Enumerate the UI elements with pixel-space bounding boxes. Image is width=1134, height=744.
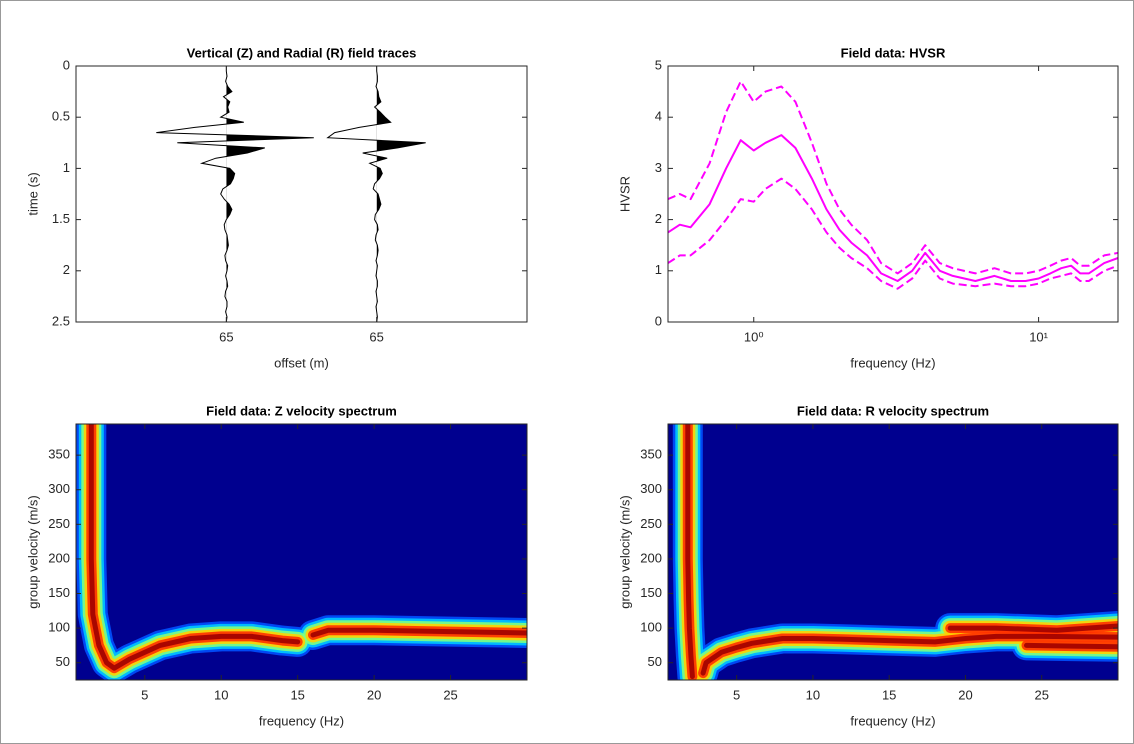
hvsr-line [668,177,1118,290]
x-tick-label: 10⁰ [744,329,764,344]
y-tick-label: 0 [655,313,662,328]
y-tick-label: 4 [655,109,662,124]
x-tick-label: 65 [369,329,383,344]
y-tick-label: 50 [56,654,70,669]
axes-box [75,65,528,323]
x-axis-label: frequency (Hz) [850,713,935,728]
y-tick-label: 100 [640,620,662,635]
chart-title: Vertical (Z) and Radial (R) field traces [187,45,417,60]
y-axis-label: group velocity (m/s) [617,495,632,608]
spectrum-ridge [685,424,695,679]
x-tick-label: 15 [290,687,304,702]
y-tick-label: 300 [640,481,662,496]
x-tick-label: 5 [141,687,148,702]
axes-box [667,65,1119,323]
x-tick-label: 25 [1034,687,1048,702]
y-tick-label: 2 [63,262,70,277]
y-axis-label: group velocity (m/s) [25,495,40,608]
hvsr-line [668,134,1118,282]
y-axis-label: HVSR [617,176,632,212]
y-tick-label: 50 [648,654,662,669]
y-tick-label: 0 [63,57,70,72]
wiggle-trace [156,66,314,322]
x-tick-label: 20 [958,687,972,702]
axes-box [667,423,1119,681]
plot-area [668,80,1118,290]
y-tick-label: 150 [48,585,70,600]
x-axis-label: frequency (Hz) [259,713,344,728]
wiggle-trace [326,66,426,322]
y-tick-label: 1.5 [52,211,70,226]
spectrum-ridge [947,623,1118,633]
y-tick-label: 150 [640,585,662,600]
spectrum-ridge [700,633,1118,676]
x-tick-label: 10¹ [1029,329,1048,344]
y-tick-label: 250 [48,516,70,531]
chart-title: Field data: HVSR [841,45,946,60]
spectrum-ridge [310,627,527,638]
x-tick-label: 15 [882,687,896,702]
y-tick-label: 200 [48,550,70,565]
x-tick-label: 65 [219,329,233,344]
y-tick-label: 250 [640,516,662,531]
y-tick-label: 0.5 [52,109,70,124]
y-tick-label: 3 [655,160,662,175]
y-tick-label: 1 [63,160,70,175]
chart-title: Field data: R velocity spectrum [797,403,989,418]
y-tick-label: 2 [655,211,662,226]
plot-area [156,66,426,322]
x-tick-label: 10 [806,687,820,702]
y-tick-label: 350 [640,447,662,462]
y-tick-label: 2.5 [52,313,70,328]
plot-area [76,424,527,680]
x-tick-label: 5 [733,687,740,702]
x-axis-label: frequency (Hz) [850,355,935,370]
y-tick-label: 350 [48,447,70,462]
x-axis-label: offset (m) [274,355,329,370]
y-tick-label: 300 [48,481,70,496]
plot-area [668,424,1118,680]
x-tick-label: 20 [367,687,381,702]
hvsr-line [668,80,1118,275]
y-tick-label: 100 [48,620,70,635]
x-tick-label: 25 [443,687,457,702]
x-tick-label: 10 [214,687,228,702]
spectrum-ridge [88,424,301,671]
chart-title: Field data: Z velocity spectrum [206,403,397,418]
spectrum-ridge [1024,642,1118,650]
y-tick-label: 5 [655,57,662,72]
y-axis-label: time (s) [25,172,40,215]
axes-box [75,423,528,681]
y-tick-label: 200 [640,550,662,565]
y-tick-label: 1 [655,262,662,277]
